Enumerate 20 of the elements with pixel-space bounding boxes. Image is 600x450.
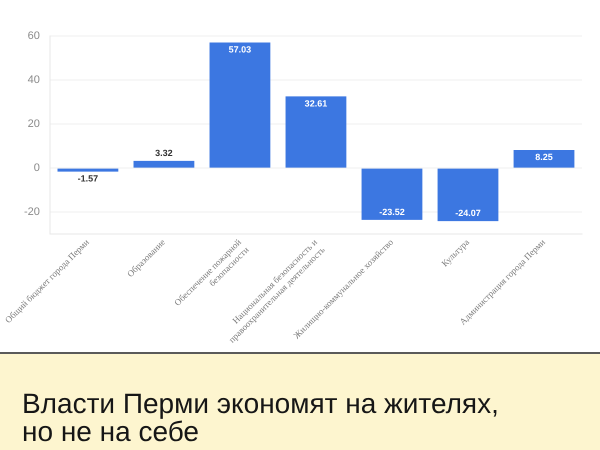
data-label: -24.07 (455, 208, 481, 218)
data-label: 57.03 (228, 44, 252, 55)
bar (210, 42, 270, 168)
bar (134, 160, 194, 168)
bar (514, 150, 574, 168)
data-label: 8.25 (535, 152, 553, 162)
text: Власти Перми экономят на жителях, но не на себе (22, 388, 500, 447)
y-tick-label: 60 (28, 30, 40, 42)
y-tick-label: 40 (28, 74, 40, 86)
data-label: 32.61 (304, 98, 328, 108)
bar (58, 168, 118, 172)
data-label: -23.52 (379, 206, 405, 217)
y-tick-label: 0 (34, 162, 40, 174)
y-tick-label: 20 (28, 118, 40, 130)
bar (286, 96, 346, 168)
data-label: -1.57 (78, 174, 98, 184)
y-tick-label: -20 (24, 206, 40, 218)
data-label: 3.32 (155, 148, 173, 158)
bar (362, 168, 422, 220)
bar (438, 168, 498, 222)
